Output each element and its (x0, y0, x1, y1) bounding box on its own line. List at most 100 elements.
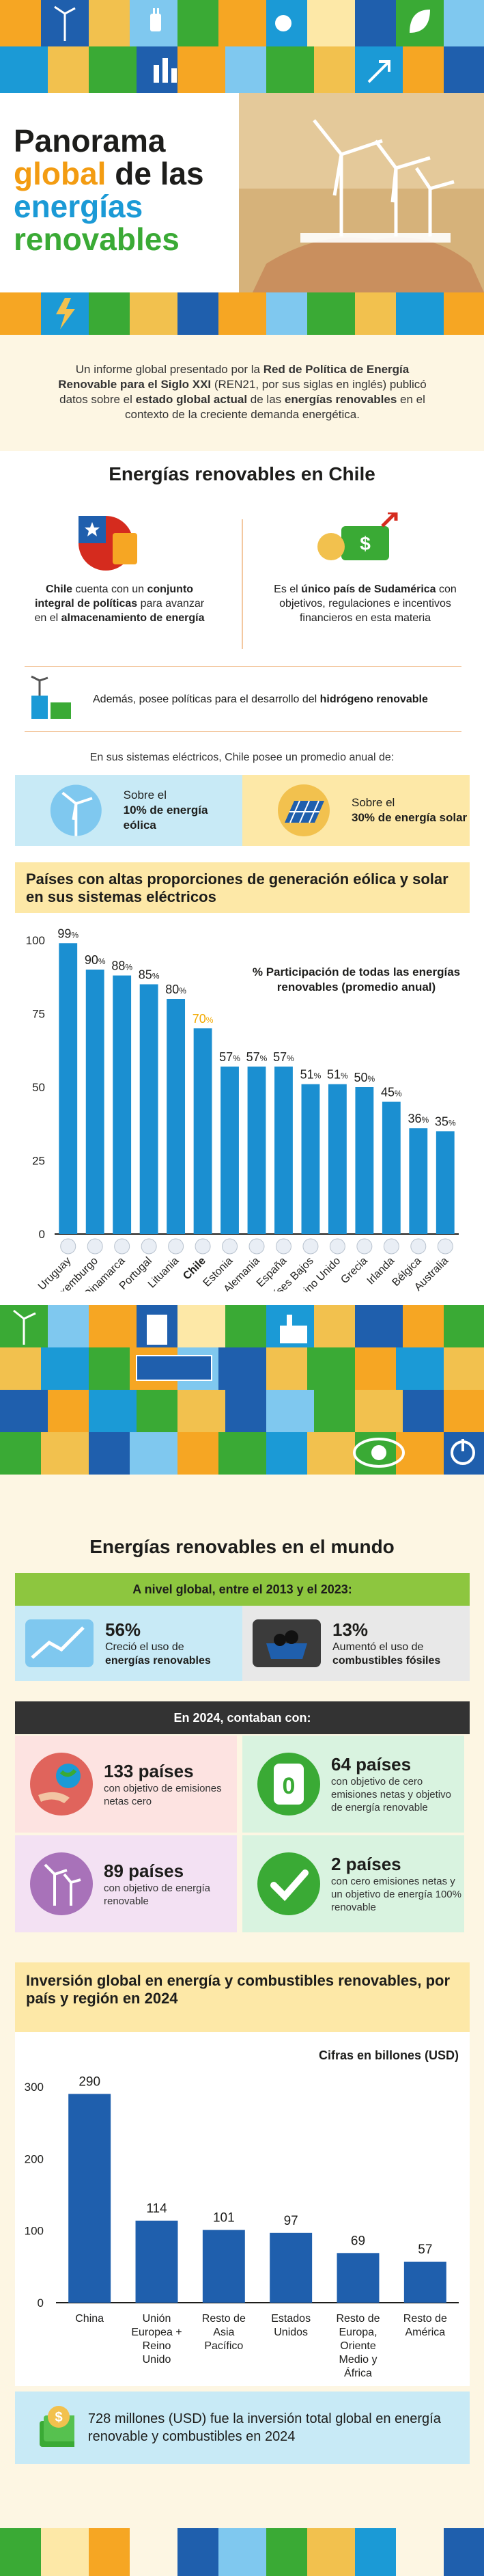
chart2-category-label: Unión Europea + Reino Unido (131, 2313, 182, 2366)
divider-line (25, 666, 461, 667)
chile-card-left-bold-e: almacenamiento de energía (61, 612, 205, 624)
hydrogen-text-a: Además, posee políticas para el desarrol… (93, 693, 320, 705)
country-flag-icon (114, 1238, 130, 1255)
total-investment-box: $ 728 millones (USD) fue la inversión to… (15, 2392, 470, 2464)
chart2-category-label: Resto de Europa, Oriente Medio y África (336, 2313, 380, 2379)
chile-card-left-bold-c: conjunto integral de políticas (34, 584, 194, 609)
chart2-bar (135, 2220, 178, 2303)
intro-text-a: Un informe global presentado por la (75, 363, 264, 376)
chile-card-right-bold-b: único país de Sudamérica (301, 584, 436, 595)
chart1-data-label: 80% (165, 983, 186, 996)
chart1-bar (247, 1066, 266, 1234)
chart2-heading: Inversión global en energía y combustibl… (15, 1962, 470, 2032)
coal-cart-icon (253, 1619, 321, 1667)
wind-text-a: Sobre el (123, 789, 167, 801)
chart2-bar (337, 2253, 380, 2303)
fossil-growth-text-a: Aumentó el uso de (332, 1641, 424, 1653)
chart2-data-label: 97 (284, 2214, 298, 2228)
chart1-y-tick: 0 (39, 1228, 45, 1241)
zero-emission-icon: 0 (257, 1753, 320, 1815)
chart1-data-label: 51% (300, 1068, 322, 1082)
chart1-bar (382, 1101, 401, 1234)
turbine-icon (313, 119, 455, 236)
wind-text-b: 10% de energía eólica (123, 804, 208, 832)
chart1-data-label: 57% (273, 1050, 294, 1064)
100-renewable-desc: con cero emisiones netas y un objetivo d… (331, 1876, 461, 1913)
hydrogen-text: Además, posee políticas para el desarrol… (93, 692, 428, 707)
chart1-data-label: 57% (219, 1050, 240, 1064)
country-flag-icon (302, 1238, 319, 1255)
chart1-bar (409, 1128, 428, 1234)
solar-energy-box: Sobre el 30% de energía solar (242, 775, 470, 846)
count-card-net-zero-renewable: 0 64 países con objetivo de cero emisione… (242, 1736, 464, 1833)
chart2-bar (202, 2230, 245, 2303)
chart2-category-label: China (75, 2313, 104, 2325)
chart1-category-label: Grecia (339, 1255, 369, 1286)
intro-text-g: en el contexto de la creciente demanda e… (124, 393, 425, 421)
wind-energy-text: Sobre el 10% de energía eólica (124, 788, 242, 833)
world-strip-2013-2023: A nivel global, entre el 2013 y el 2023: (15, 1573, 470, 1606)
wind-farm-icon (30, 1852, 93, 1915)
fossil-growth-text-b: combustibles fósiles (332, 1654, 441, 1667)
net-zero-count: 133 países (104, 1760, 194, 1781)
count-card-renewable-target: 89 países con objetivo de energía renovab… (15, 1835, 237, 1932)
chart1-bar (301, 1084, 320, 1234)
world-section-title: Energías renovables en el mundo (89, 1536, 395, 1557)
mid-mosaic-banner (0, 1305, 484, 1517)
chart2-bar (270, 2232, 313, 2303)
solar-text-a: Sobre el (352, 796, 395, 809)
solar-text-b: 30% de energía solar (352, 811, 468, 824)
chile-card-right-text-a: Es el (274, 584, 302, 595)
chart1-bar (139, 984, 158, 1234)
lightning-icon (56, 298, 75, 329)
title-line-4: renovables (14, 221, 180, 257)
chart1-data-label: 51% (327, 1068, 348, 1082)
chart1-data-label: 45% (381, 1086, 402, 1099)
hydrogen-plant-icon (31, 675, 71, 719)
chart2-y-tick: 300 (25, 2081, 44, 2094)
country-flag-icon (195, 1238, 211, 1255)
sun-icon (275, 15, 291, 31)
chart1-bar (436, 1131, 455, 1234)
renewables-growth-value: 56% (105, 1619, 141, 1640)
country-flag-icon (356, 1238, 373, 1255)
chart1-data-label: 90% (85, 953, 106, 967)
chile-card-south-america: Es el único país de Sudamérica con objet… (266, 582, 464, 625)
chart2-data-label: 57 (418, 2243, 432, 2257)
svg-text:$: $ (360, 533, 371, 554)
chart2-category-label: Estados Unidos (271, 2313, 311, 2338)
net-zero-desc: con objetivo de emisiones netas cero (104, 1782, 222, 1807)
country-flag-icon (248, 1238, 265, 1255)
chart1-bar (59, 943, 78, 1234)
count-card-net-zero: 133 países con objetivo de emisiones neta… (15, 1736, 237, 1833)
chile-card-left-text-d: para avanzar en el (34, 598, 205, 624)
country-flag-icon (60, 1238, 76, 1255)
plug-icon (150, 8, 161, 31)
country-flag-icon (168, 1238, 184, 1255)
country-flag-icon (87, 1238, 103, 1255)
renewables-growth-text-b: energías renovables (105, 1654, 211, 1667)
mosaic-band-2 (0, 292, 484, 335)
count-card-100-renewable: 2 países con cero emisiones netas y un ob… (242, 1835, 464, 1932)
chart2-legend: Cifras en billones (USD) (319, 2049, 459, 2062)
chile-card-left-text-b: cuenta con un (72, 584, 147, 595)
chile-section-title: Energías renovables en Chile (109, 463, 375, 484)
chart2-bar (403, 2261, 446, 2303)
chart1-y-tick: 50 (32, 1081, 45, 1094)
divider-line-2 (25, 731, 461, 732)
chart1-data-label: 35% (435, 1115, 456, 1129)
chart1-data-label: 57% (246, 1050, 268, 1064)
chart1-bar (193, 1028, 212, 1234)
chart1-bar-chart: % Participación de todas las energías ren… (26, 927, 460, 1291)
svg-text:0: 0 (283, 1773, 296, 1799)
chart2-data-label: 69 (351, 2234, 365, 2248)
top-mosaic-banner (0, 0, 484, 93)
factory-icon (280, 1315, 307, 1343)
title-line-3: energías (14, 189, 143, 224)
chart2-bar-chart: Cifras en billones (USD) 0 100 200 300 290 Ch… (25, 2049, 459, 2379)
wind-turbine-icon (54, 5, 76, 41)
checkmark-icon (257, 1852, 320, 1915)
renewables-growth-text-a: Creció el uso de (105, 1641, 184, 1653)
mosaic-icons (54, 5, 430, 83)
chart1-bar (85, 970, 104, 1234)
